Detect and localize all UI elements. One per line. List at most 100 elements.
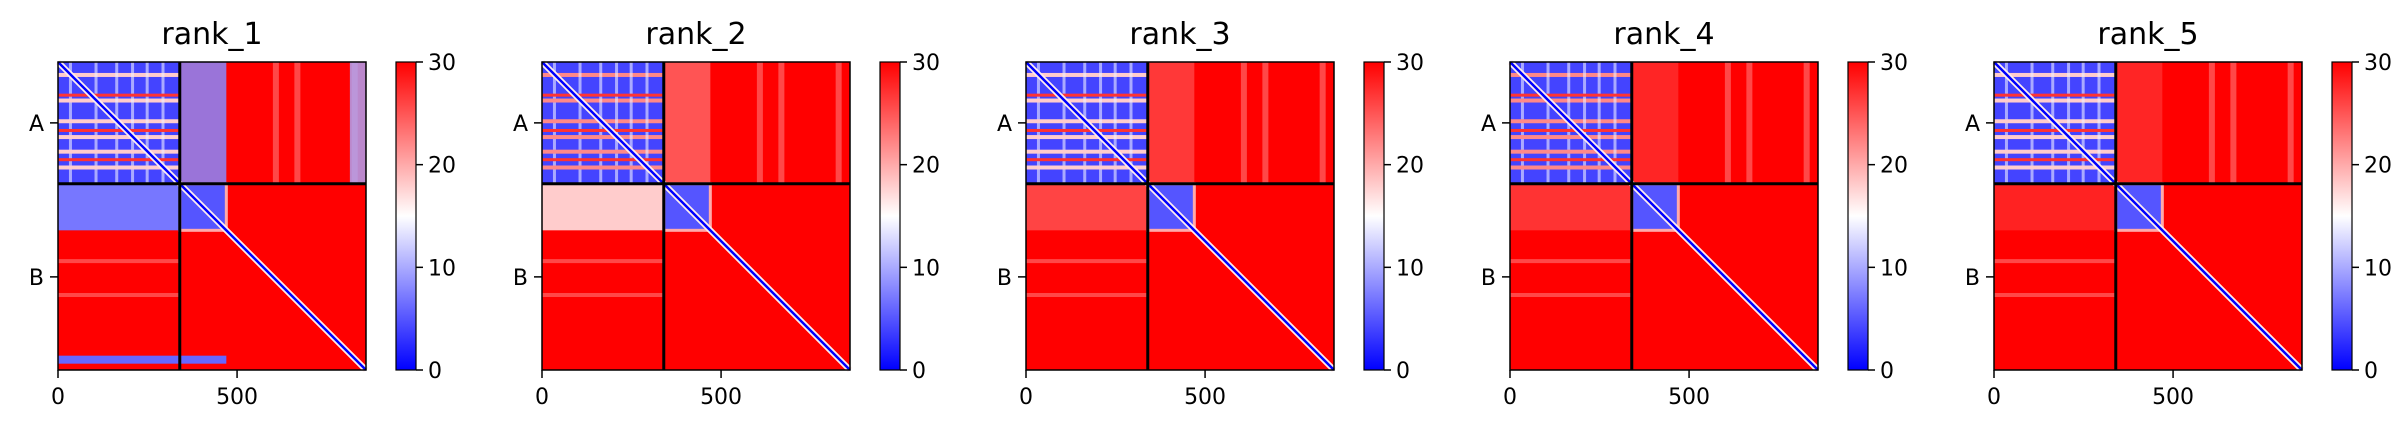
x-tick-label: 500 [216, 385, 258, 410]
heatmap-cell [542, 98, 664, 103]
heatmap-cell [1510, 93, 1632, 97]
panel-title: rank_1 [161, 17, 262, 52]
heatmap-diagonal [1025, 61, 1335, 371]
heatmap-cell [1994, 149, 2116, 154]
heatmap-cell [542, 72, 664, 77]
x-tick-label: 0 [535, 385, 549, 410]
heatmap-cell [663, 62, 711, 184]
heatmap-block-B-A [1994, 183, 2116, 297]
heatmap-cell [294, 62, 301, 184]
heatmap-cell [835, 62, 842, 184]
colorbar-tick-label: 30 [1880, 51, 1908, 76]
heatmap-cell [58, 165, 180, 170]
heatmap-cell [58, 158, 180, 162]
heatmap-block-B-A [1510, 183, 1632, 297]
colorbar-tick-label: 30 [2364, 51, 2392, 76]
heatmap-cell [58, 98, 180, 103]
x-tick-label: 500 [1668, 385, 1710, 410]
colorbar-tick-label: 10 [2364, 256, 2392, 281]
y-tick-label: A [29, 112, 44, 137]
panel-title: rank_2 [645, 17, 746, 52]
colorbar [396, 62, 416, 370]
heatmap-cell [1319, 62, 1326, 184]
heatmap-cell [1026, 128, 1148, 132]
heatmap-cell [1994, 158, 2116, 162]
heatmap-cell [58, 128, 180, 132]
heatmap-cell [1510, 98, 1632, 103]
y-tick-label: B [513, 266, 528, 291]
heatmap-cell [145, 62, 149, 184]
panel-rank_4: rank_4 A B 0 500 0 10 20 30 [1481, 17, 1908, 410]
heatmap-cell [1994, 93, 2116, 97]
heatmap-cell [1026, 98, 1148, 103]
heatmap-block-A-B [663, 62, 842, 184]
heatmap-diagonal [57, 61, 367, 371]
heatmap-cell [542, 149, 664, 154]
heatmap-cell [1994, 128, 2116, 132]
heatmap-cell [1994, 259, 2116, 264]
colorbar-tick-label: 20 [912, 154, 940, 179]
heatmap-cell [1026, 293, 1148, 297]
colorbar-tick-label: 10 [428, 256, 456, 281]
heatmap-block-A-B [2115, 62, 2294, 184]
colorbar-tick-label: 20 [428, 154, 456, 179]
heatmap-cell [2208, 62, 2215, 184]
axes-frame [1509, 61, 1819, 371]
colorbar-tick-label: 20 [1880, 154, 1908, 179]
heatmap-cell [645, 62, 649, 184]
heatmap-diagonal [1509, 61, 1819, 371]
panel-title: rank_5 [2097, 17, 2198, 52]
heatmap-cell [1510, 149, 1632, 154]
heatmap-cell [542, 158, 664, 162]
heatmap-diagonal [541, 61, 851, 371]
heatmap-cell [756, 62, 763, 184]
heatmap-cell [1262, 62, 1269, 184]
colorbar-tick-label: 0 [428, 359, 442, 384]
heatmap-cell [1994, 165, 2116, 170]
colorbar-frame [2331, 61, 2353, 371]
heatmap-cell [58, 183, 180, 231]
panel-rank_2: rank_2 A B 0 500 0 10 20 30 [513, 17, 940, 410]
heatmap-cell [629, 62, 633, 184]
heatmap-cell [542, 128, 664, 132]
heatmap-cell [1510, 259, 1632, 264]
heatmap-cell [272, 62, 279, 184]
colorbar-tick-label: 10 [912, 256, 940, 281]
heatmap-diagonal [1993, 61, 2303, 371]
heatmap-cell [2115, 62, 2163, 184]
y-tick-label: A [997, 112, 1012, 137]
heatmap-cell [131, 62, 135, 184]
heatmap-cell [1147, 62, 1195, 184]
panel-rank_3: rank_3 A B 0 500 0 10 20 30 [997, 17, 1424, 410]
heatmap-cell [1994, 135, 2116, 140]
heatmap-cell [1240, 62, 1247, 184]
colorbar [880, 62, 900, 370]
colorbar-tick-label: 30 [428, 51, 456, 76]
heatmap-cell [542, 135, 664, 140]
colorbar-tick-label: 20 [1396, 154, 1424, 179]
heatmap-cell [542, 165, 664, 170]
heatmap-cell [58, 355, 227, 364]
heatmap-cell [1613, 62, 1617, 184]
heatmap-cell [542, 293, 664, 297]
heatmap-cell [1583, 62, 1587, 184]
heatmap-cell [1597, 62, 1601, 184]
heatmap-cell [58, 293, 180, 297]
heatmap-cell [1746, 62, 1753, 184]
heatmap-cell [1129, 62, 1133, 184]
heatmap-cell [1026, 93, 1148, 97]
colorbar-tick-label: 10 [1880, 256, 1908, 281]
colorbar [1848, 62, 1868, 370]
heatmap-cell [1510, 293, 1632, 297]
heatmap-cell [1026, 158, 1148, 162]
heatmap-cell [1510, 128, 1632, 132]
panel-title: rank_3 [1129, 17, 1230, 52]
x-tick-label: 500 [700, 385, 742, 410]
axes-frame [541, 61, 851, 371]
heatmap-cell [2230, 62, 2237, 184]
y-tick-label: B [1965, 266, 1980, 291]
y-tick-label: A [1481, 112, 1496, 137]
heatmap-cell [58, 135, 180, 140]
panel-title: rank_4 [1613, 17, 1714, 52]
